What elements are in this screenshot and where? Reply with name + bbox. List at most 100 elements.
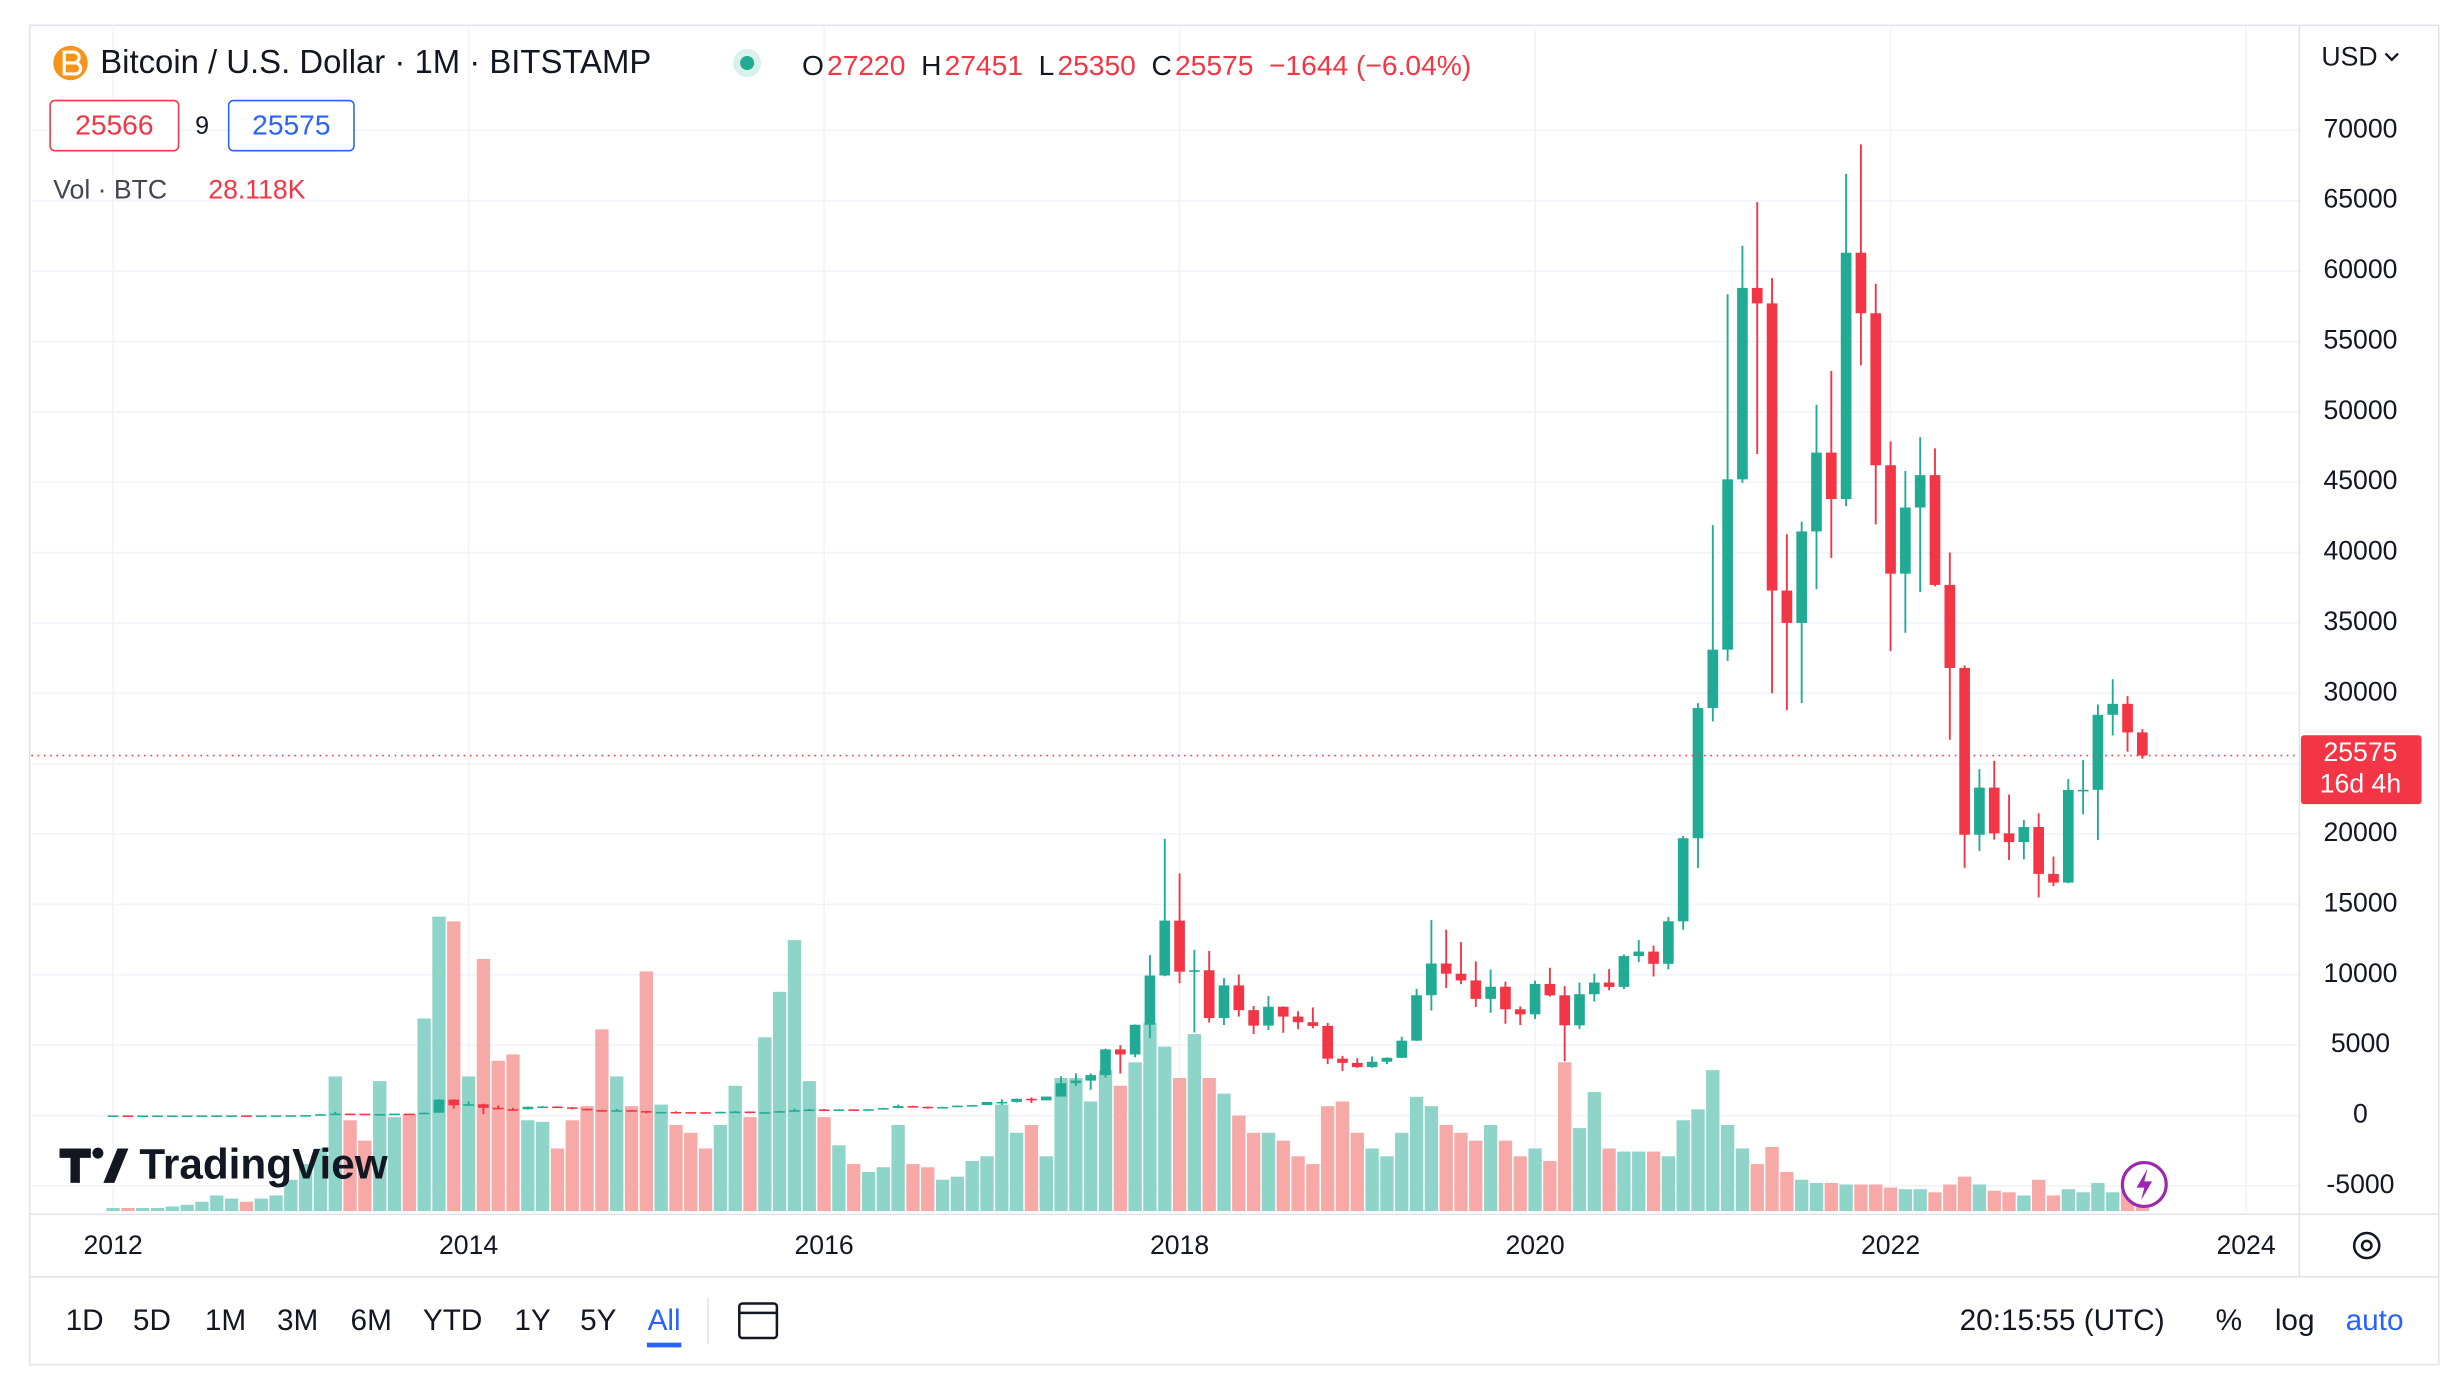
- candle-body: [1766, 303, 1778, 591]
- volume-bar: [165, 1206, 180, 1212]
- candle-body: [670, 1111, 682, 1114]
- volume-bar: [1158, 1046, 1172, 1212]
- volume-bar: [995, 1104, 1009, 1212]
- volume-bar: [891, 1124, 905, 1212]
- candle-body: [1159, 920, 1171, 976]
- candle-body: [1885, 465, 1896, 574]
- candle-body: [2137, 732, 2148, 756]
- candle-body: [315, 1114, 326, 1116]
- volume-bar: [1898, 1189, 1913, 1212]
- candle-body: [1900, 507, 1911, 574]
- volume-bar: [224, 1198, 239, 1212]
- volume-bar: [2032, 1179, 2046, 1212]
- range-button[interactable]: 5Y: [580, 1304, 617, 1337]
- candle-body: [1514, 1009, 1526, 1015]
- volume-bar: [906, 1164, 920, 1212]
- volume-bar: [624, 1106, 639, 1212]
- candle-body: [1100, 1049, 1111, 1076]
- volume-bar: [1587, 1092, 1601, 1212]
- settings-icon[interactable]: [2352, 1231, 2381, 1260]
- bid-box[interactable]: [49, 99, 180, 152]
- candle-body: [715, 1111, 726, 1114]
- range-button[interactable]: 1M: [205, 1304, 246, 1337]
- change: −1644 (−6.04%): [1269, 49, 1471, 81]
- candle-body: [966, 1105, 978, 1107]
- volume-bar: [1024, 1124, 1039, 1212]
- scale-option[interactable]: %: [2216, 1304, 2242, 1337]
- volume-bar: [2046, 1195, 2061, 1212]
- volume-bar: [1084, 1101, 1098, 1212]
- range-button[interactable]: 3M: [277, 1304, 318, 1337]
- volume-bar: [239, 1201, 254, 1212]
- candle-body: [1974, 787, 1985, 835]
- price-tag-countdown: 16d 4h: [2320, 768, 2401, 798]
- volume-bar: [1720, 1124, 1735, 1212]
- candle-body: [285, 1115, 297, 1117]
- volume-bar: [1735, 1148, 1750, 1212]
- range-button[interactable]: 5D: [133, 1304, 171, 1337]
- ask-box[interactable]: [227, 99, 355, 152]
- range-button[interactable]: All: [648, 1304, 681, 1337]
- candle-body: [492, 1107, 504, 1110]
- candle-body: [255, 1115, 267, 1117]
- candle-body: [729, 1111, 741, 1114]
- y-tick-label: 30000: [2323, 676, 2397, 706]
- currency[interactable]: USD: [2321, 41, 2377, 71]
- candle-body: [2018, 826, 2030, 843]
- volume-bar: [2017, 1195, 2031, 1212]
- volume-bar: [565, 1120, 579, 1212]
- y-tick-label: 0: [2353, 1099, 2368, 1129]
- scale-option[interactable]: auto: [2346, 1304, 2404, 1337]
- candle-body: [1485, 986, 1496, 999]
- volume-bar: [417, 1018, 431, 1212]
- candle-body: [1292, 1016, 1304, 1023]
- volume-bar: [610, 1076, 624, 1212]
- candle-body: [907, 1106, 919, 1108]
- range-button[interactable]: YTD: [423, 1304, 483, 1337]
- volume-bar: [1232, 1115, 1246, 1212]
- candle-body: [1189, 970, 1200, 972]
- volume-bar: [491, 1060, 505, 1212]
- volume-bar: [1276, 1140, 1290, 1212]
- y-tick-label: -5000: [2326, 1169, 2394, 1199]
- volume-bar: [1098, 1070, 1113, 1212]
- volume-bar: [1424, 1106, 1439, 1212]
- scale-option[interactable]: log: [2275, 1304, 2315, 1337]
- volume-bar: [535, 1121, 550, 1212]
- candle-body: [1914, 475, 1926, 508]
- volume-bar: [980, 1156, 994, 1212]
- bid-price: 25566: [75, 109, 153, 141]
- volume-bar: [1335, 1101, 1350, 1212]
- volume-bar: [1261, 1132, 1276, 1212]
- volume-bar: [432, 916, 446, 1212]
- range-button[interactable]: 1D: [66, 1304, 104, 1337]
- volume-bar: [254, 1198, 268, 1212]
- candle-body: [1677, 838, 1689, 922]
- candle-body: [1722, 479, 1733, 650]
- volume-bar: [1661, 1156, 1676, 1212]
- volume-bar: [580, 1106, 594, 1212]
- candle-body: [611, 1110, 623, 1112]
- candle-body: [1426, 963, 1437, 996]
- range-button[interactable]: 6M: [351, 1304, 392, 1337]
- candle-body: [803, 1109, 815, 1112]
- candle-body: [1129, 1024, 1141, 1055]
- volume-bar: [506, 1054, 520, 1212]
- volume-bar: [195, 1201, 209, 1212]
- volume-bar: [1350, 1132, 1364, 1212]
- volume-bar: [1291, 1156, 1305, 1212]
- y-tick-label: 65000: [2323, 184, 2397, 214]
- volume-bar: [817, 1117, 831, 1212]
- candle-body: [300, 1115, 311, 1117]
- candle-body: [1366, 1061, 1378, 1068]
- candle-body: [1337, 1058, 1348, 1063]
- range-button[interactable]: 1Y: [514, 1304, 551, 1337]
- calendar-icon[interactable]: [738, 1302, 779, 1340]
- candle-body: [1633, 951, 1645, 957]
- price-tag-value: 25575: [2323, 737, 2397, 767]
- volume-bar: [1928, 1192, 1942, 1212]
- candle-body: [759, 1112, 771, 1114]
- candle-body: [996, 1101, 1008, 1104]
- candle-body: [1144, 975, 1156, 1025]
- volume-bar: [2106, 1192, 2120, 1212]
